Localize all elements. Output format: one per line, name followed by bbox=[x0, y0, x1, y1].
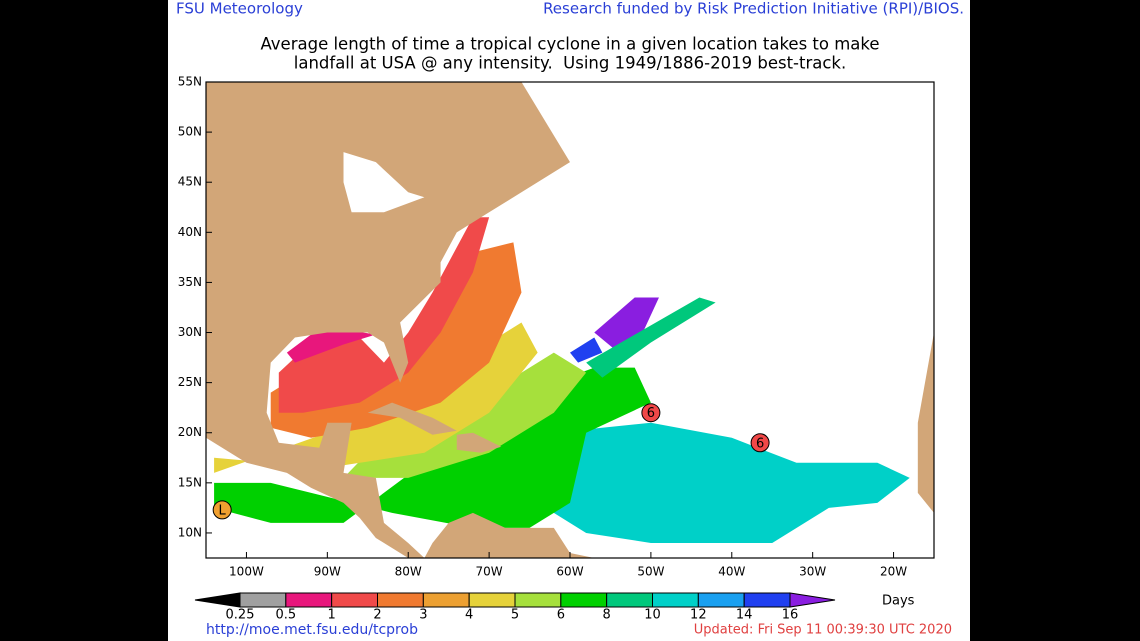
colorbar-swatch bbox=[560, 592, 608, 608]
land bbox=[206, 82, 570, 558]
storm-label: L bbox=[219, 503, 227, 518]
land bbox=[456, 432, 502, 453]
x-tick-label: 100W bbox=[229, 565, 264, 579]
colorbar-label: 2 bbox=[373, 608, 381, 623]
colorbar-label: 5 bbox=[511, 608, 519, 623]
storm-marker bbox=[212, 500, 232, 520]
land bbox=[424, 512, 595, 558]
colorbar-label: 10 bbox=[644, 608, 661, 623]
title-line: landfall at USA @ any intensity. Using 1… bbox=[294, 54, 846, 73]
colorbar-swatch bbox=[331, 592, 378, 608]
y-tick-label: 40N bbox=[178, 225, 202, 239]
colorbar-swatch bbox=[606, 592, 654, 608]
colorbar-label: 0.5 bbox=[275, 608, 296, 623]
region bbox=[286, 329, 376, 363]
colorbar-label: 1 bbox=[328, 608, 336, 623]
colorbar-label: 8 bbox=[603, 608, 611, 623]
storm-marker bbox=[750, 433, 770, 453]
header-left: FSU Meteorology bbox=[176, 0, 303, 18]
region bbox=[278, 217, 490, 413]
y-tick-label: 15N bbox=[178, 475, 202, 489]
region bbox=[594, 297, 659, 353]
y-tick-label: 20N bbox=[178, 425, 202, 439]
colorbar: 0.25 0.5 1 2 3 4 5 6 8 10 12 14 16 bbox=[194, 592, 836, 623]
colorbar-swatch bbox=[239, 592, 287, 608]
region bbox=[214, 322, 538, 473]
y-tick-label: 50N bbox=[178, 125, 202, 139]
x-tick-label: 30W bbox=[799, 565, 826, 579]
x-tick-label: 50W bbox=[637, 565, 664, 579]
colorbar-swatch bbox=[697, 592, 745, 608]
colorbar-swatch bbox=[652, 592, 699, 608]
x-tick-label: 70W bbox=[476, 565, 503, 579]
footer-url: http://moe.met.fsu.edu/tcprob bbox=[206, 622, 418, 638]
colorbar-label: 3 bbox=[419, 608, 427, 623]
colorbar-label: 16 bbox=[782, 608, 799, 623]
header-right: Research funded by Risk Prediction Initi… bbox=[543, 0, 964, 18]
region bbox=[553, 422, 910, 543]
colorbar-unit: Days bbox=[882, 594, 915, 609]
colorbar-label: 12 bbox=[690, 608, 707, 623]
storm-marker bbox=[641, 403, 661, 423]
colorbar-swatch bbox=[377, 592, 424, 608]
y-tick-label: 10N bbox=[178, 525, 202, 539]
y-tick-label: 30N bbox=[178, 325, 202, 339]
region bbox=[570, 337, 603, 363]
storm-label: 6 bbox=[647, 406, 655, 421]
title-line: Average length of time a tropical cyclon… bbox=[260, 35, 879, 54]
colorbar-label: 4 bbox=[465, 608, 473, 623]
y-tick-label: 55N bbox=[178, 75, 202, 89]
colorbar-swatch bbox=[285, 592, 333, 608]
footer-updated: Updated: Fri Sep 11 00:39:30 UTC 2020 bbox=[694, 623, 952, 638]
colorbar-label: 14 bbox=[736, 608, 753, 623]
colorbar-label: 0.25 bbox=[226, 608, 255, 623]
land bbox=[367, 402, 457, 435]
x-tick-label: 20W bbox=[880, 565, 907, 579]
x-tick-label: 90W bbox=[314, 565, 341, 579]
map: 100W 90W 80W 70W 60W 50W 40W 30W 20W 10N 15N 20N 25N… bbox=[178, 75, 935, 579]
storm-label: 6 bbox=[756, 436, 764, 451]
y-tick-label: 45N bbox=[178, 175, 202, 189]
lake bbox=[343, 152, 425, 213]
colorbar-swatch bbox=[468, 592, 516, 608]
x-tick-label: 40W bbox=[718, 565, 745, 579]
land bbox=[917, 332, 934, 558]
y-tick-label: 35N bbox=[178, 275, 202, 289]
colorbar-label: 6 bbox=[557, 608, 565, 623]
x-tick-label: 80W bbox=[395, 565, 422, 579]
y-tick-label: 25N bbox=[178, 375, 202, 389]
colorbar-swatch bbox=[743, 592, 791, 608]
x-tick-label: 60W bbox=[556, 565, 583, 579]
colorbar-swatch bbox=[514, 592, 562, 608]
colorbar-swatch bbox=[422, 592, 470, 608]
region bbox=[586, 297, 716, 378]
